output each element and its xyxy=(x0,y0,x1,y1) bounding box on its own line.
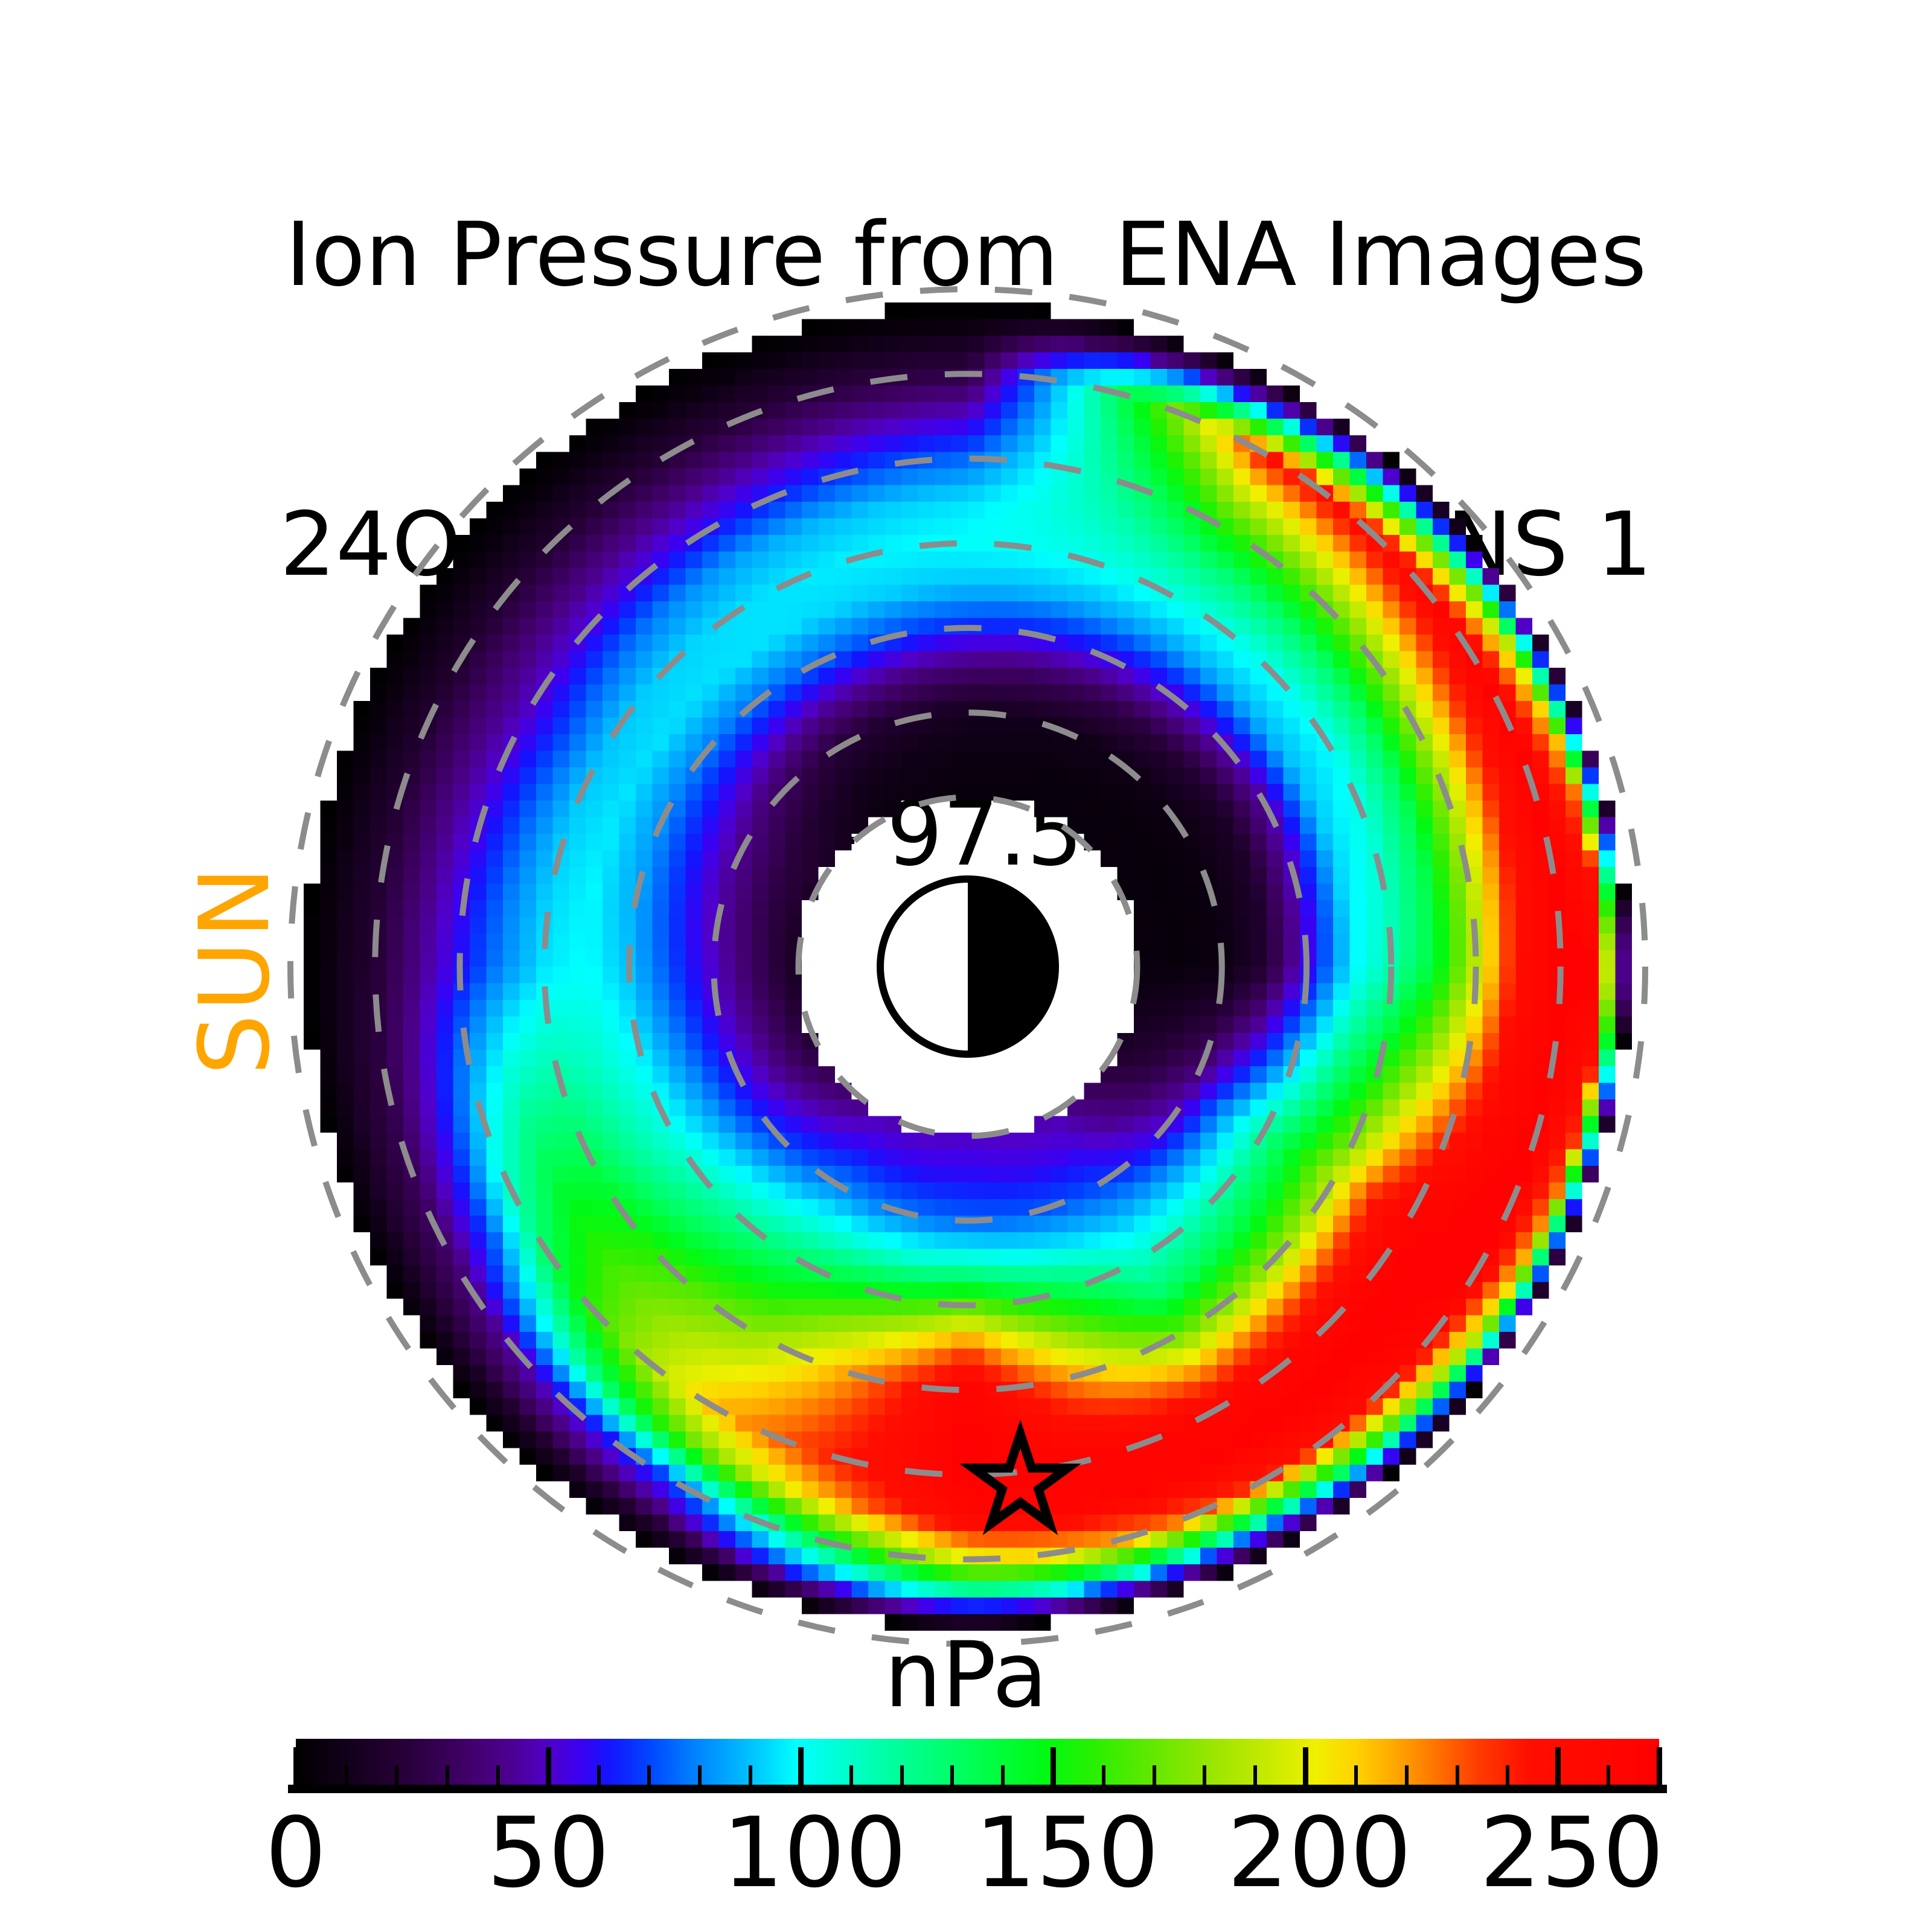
lshell-ring-7re xyxy=(372,371,1564,1563)
colorbar-major-tick xyxy=(545,1747,551,1785)
colorbar-tick-label: 250 xyxy=(1479,1796,1665,1909)
colorbar-minor-tick xyxy=(1102,1765,1106,1785)
colorbar-minor-tick xyxy=(950,1765,955,1785)
lshell-ring-5re xyxy=(541,540,1395,1393)
colorbar-minor-tick xyxy=(647,1765,651,1785)
colorbar-units-label: nPa xyxy=(884,1623,1048,1728)
colorbar-major-tick xyxy=(1303,1747,1309,1785)
colorbar-minor-tick xyxy=(344,1765,348,1785)
colorbar-tick-label: 50 xyxy=(487,1796,610,1909)
colorbar-minor-tick xyxy=(1152,1765,1156,1785)
colorbar-major-tick xyxy=(798,1747,804,1785)
lshell-ring-2re xyxy=(795,794,1140,1139)
colorbar-minor-tick xyxy=(748,1765,752,1785)
twins-spacecraft-star-icon xyxy=(959,1419,1081,1535)
colorbar-minor-tick xyxy=(1253,1765,1257,1785)
colorbar-minor-tick xyxy=(395,1765,399,1785)
colorbar-minor-tick xyxy=(445,1765,449,1785)
colorbar-tick-label: 100 xyxy=(722,1796,907,1909)
colorbar-minor-tick xyxy=(1607,1765,1611,1785)
colorbar-major-tick xyxy=(1656,1747,1662,1785)
colorbar-gradient xyxy=(296,1739,1659,1786)
colorbar-tick-label: 0 xyxy=(265,1796,327,1909)
colorbar-minor-tick xyxy=(1203,1765,1207,1785)
colorbar-minor-tick xyxy=(496,1765,500,1785)
colorbar-minor-tick xyxy=(597,1765,601,1785)
colorbar-tick-label: 200 xyxy=(1227,1796,1412,1909)
colorbar-tick-label: 150 xyxy=(974,1796,1159,1909)
lshell-ring-3re xyxy=(711,709,1225,1224)
earth-nightside-icon xyxy=(968,879,1055,1054)
colorbar-minor-tick xyxy=(1354,1765,1358,1785)
colorbar-minor-tick xyxy=(698,1765,702,1785)
colorbar-axis-line xyxy=(288,1785,1667,1793)
colorbar-major-tick xyxy=(1555,1747,1561,1785)
lshell-ring-6re xyxy=(456,455,1479,1478)
lshell-ring-4re xyxy=(626,625,1310,1308)
colorbar-minor-tick xyxy=(1000,1765,1005,1785)
colorbar-major-tick xyxy=(293,1747,299,1785)
lshell-ring-8re xyxy=(287,286,1648,1647)
colorbar-minor-tick xyxy=(1506,1765,1510,1785)
colorbar-minor-tick xyxy=(1404,1765,1409,1785)
colorbar-minor-tick xyxy=(849,1765,853,1785)
colorbar-major-tick xyxy=(1050,1747,1056,1785)
colorbar-minor-tick xyxy=(1455,1765,1459,1785)
colorbar-minor-tick xyxy=(900,1765,904,1785)
